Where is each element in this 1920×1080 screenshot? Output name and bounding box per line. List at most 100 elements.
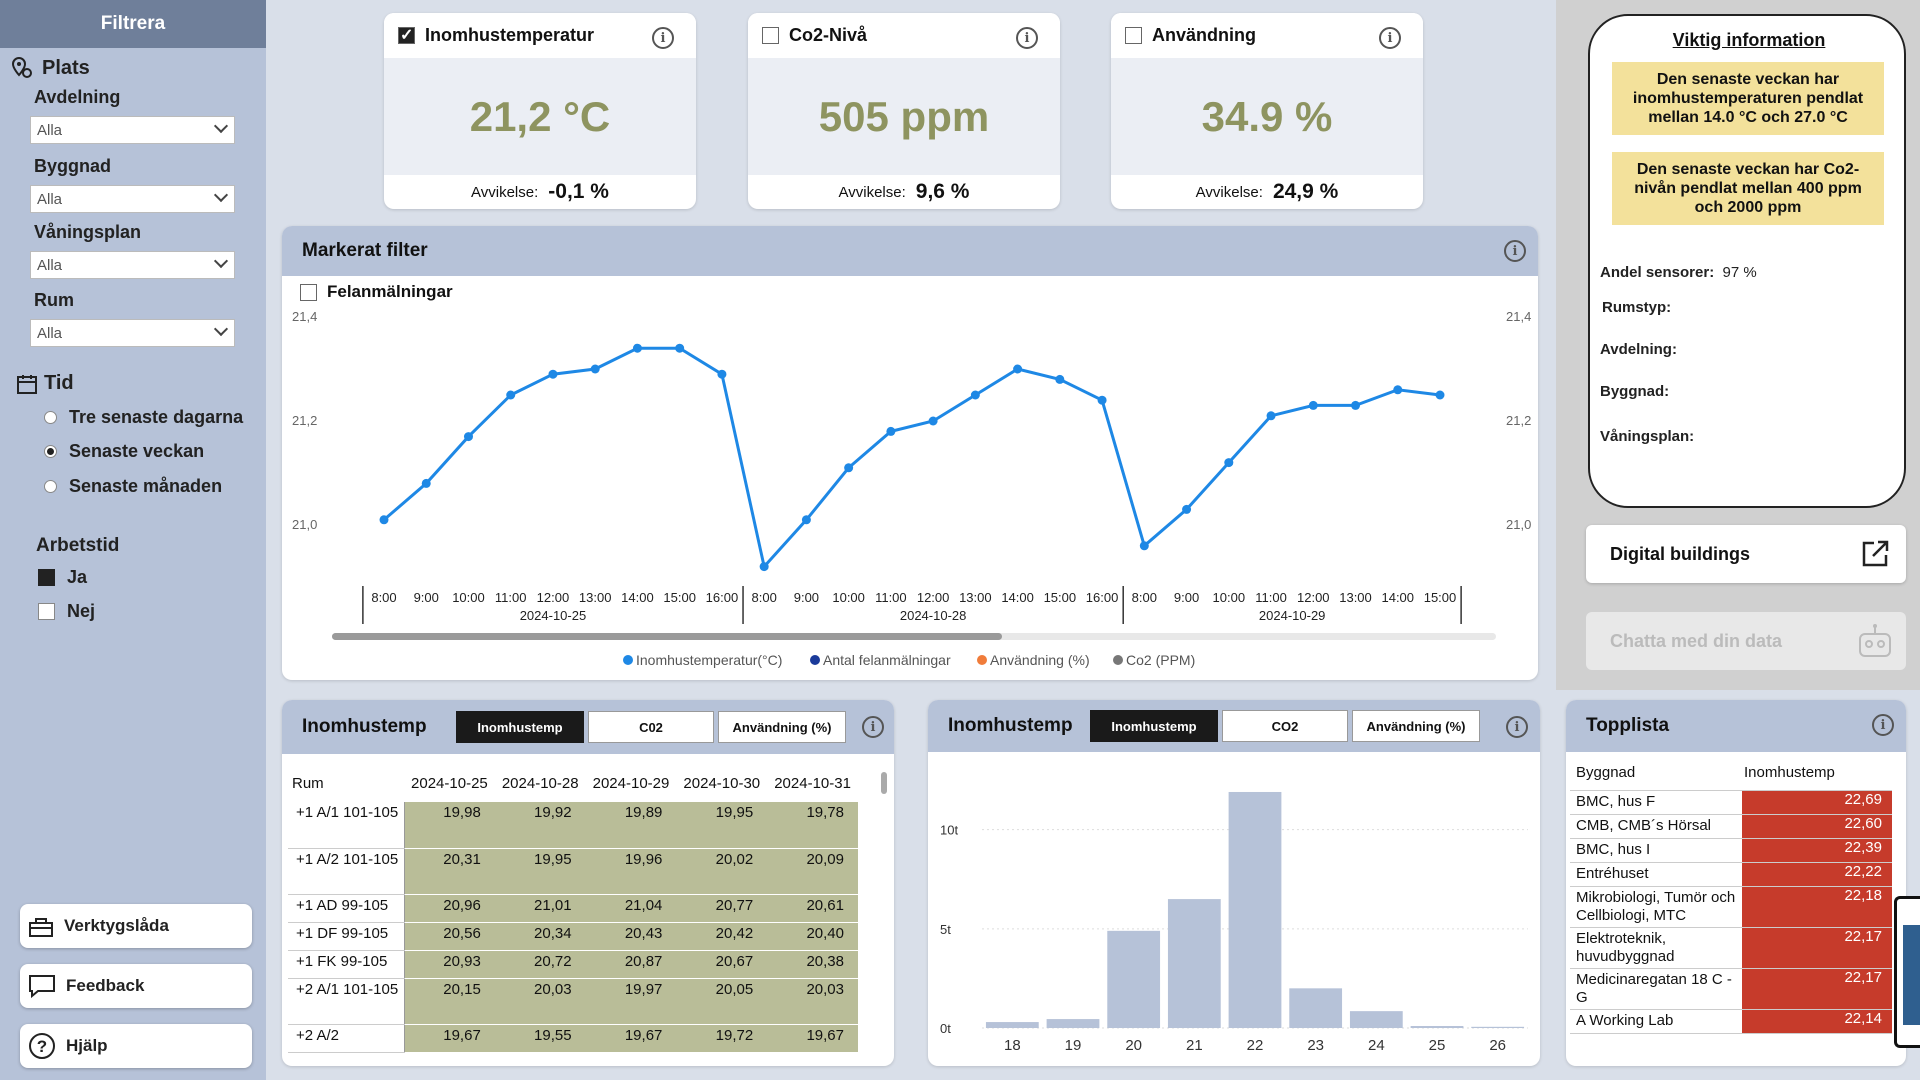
data-point[interactable] xyxy=(632,343,642,353)
kpi-checkbox[interactable] xyxy=(398,25,415,45)
info-icon[interactable]: i xyxy=(1016,27,1038,49)
column-header[interactable]: 2024-10-31 xyxy=(774,774,851,792)
chat-button[interactable]: Chatta med din data xyxy=(1586,612,1906,670)
toplist-row[interactable]: Mikrobiologi, Tumör och Cellbiologi, MTC… xyxy=(1570,886,1892,928)
tab-co2[interactable]: C02 xyxy=(588,711,714,743)
histogram-bar[interactable] xyxy=(1046,1019,1100,1028)
verktygslada-button[interactable]: Verktygslåda xyxy=(20,904,252,948)
table-row[interactable]: +1 A/2 101-105 20,31 19,95 19,96 20,02 20,09 xyxy=(288,848,858,895)
table-row[interactable]: +1 DF 99-105 20,56 20,34 20,43 20,42 20,40 xyxy=(288,922,858,951)
kpi-checkbox[interactable] xyxy=(1125,27,1142,44)
toplist-row[interactable]: BMC, hus I 22,39 xyxy=(1570,838,1892,863)
column-header[interactable]: 2024-10-30 xyxy=(683,774,761,792)
data-point[interactable] xyxy=(1182,504,1192,514)
data-point[interactable] xyxy=(590,364,600,374)
tab-inomhustemp[interactable]: Inomhustemp xyxy=(1090,710,1218,742)
hjalp-button[interactable]: ? Hjälp xyxy=(20,1024,252,1068)
toplist-column-header[interactable]: Byggnad xyxy=(1570,756,1742,791)
data-point[interactable] xyxy=(970,390,980,400)
vaningsplan-select[interactable]: Alla xyxy=(30,251,235,279)
info-icon[interactable]: i xyxy=(1379,27,1401,49)
kpi-card-temperature[interactable]: Inomhustemperatur i 21,2 °C Avvikelse: -0… xyxy=(384,13,696,209)
data-point[interactable] xyxy=(844,463,854,473)
kpi-checkbox[interactable] xyxy=(762,27,779,44)
data-point[interactable] xyxy=(506,390,516,400)
histogram-bar[interactable] xyxy=(1349,1011,1403,1028)
data-point[interactable] xyxy=(886,426,896,436)
histogram-bar[interactable] xyxy=(1167,899,1221,1028)
data-point[interactable] xyxy=(1266,411,1276,421)
table-row[interactable]: +2 A/1 101-105 20,15 20,03 19,97 20,05 20,03 xyxy=(288,978,858,1025)
tab-anvandning[interactable]: Användning (%) xyxy=(718,711,846,743)
data-point[interactable] xyxy=(759,562,769,572)
radio-senaste-veckan[interactable]: Senaste veckan xyxy=(44,441,204,462)
data-point[interactable] xyxy=(548,369,558,379)
data-point[interactable] xyxy=(1308,400,1318,410)
location-gear-icon xyxy=(11,56,32,78)
feedback-button[interactable]: Feedback xyxy=(20,964,252,1008)
table-row[interactable]: +1 AD 99-105 20,96 21,01 21,04 20,77 20,61 xyxy=(288,894,858,923)
side-handle[interactable] xyxy=(1894,896,1920,1048)
radio-tre-senaste[interactable]: Tre senaste dagarna xyxy=(44,407,243,428)
table-row[interactable]: +1 A/1 101-105 19,98 19,92 19,89 19,95 19,78 xyxy=(288,802,858,849)
radio-senaste-manaden[interactable]: Senaste månaden xyxy=(44,476,222,497)
tab-co2[interactable]: CO2 xyxy=(1222,710,1348,742)
table-scrollbar[interactable] xyxy=(881,772,887,794)
arbetstid-nej[interactable]: Nej xyxy=(38,601,95,622)
histogram-bar[interactable] xyxy=(1410,1026,1464,1028)
kpi-card-usage[interactable]: Användning i 34.9 % Avvikelse: 24,9 % xyxy=(1111,13,1423,209)
info-icon[interactable]: i xyxy=(1506,716,1528,738)
info-icon[interactable]: i xyxy=(1872,714,1894,736)
tab-inomhustemp[interactable]: Inomhustemp xyxy=(456,711,584,743)
data-point[interactable] xyxy=(1013,364,1023,374)
info-icon[interactable]: i xyxy=(1504,240,1526,262)
line-chart[interactable]: 21,4 21,4 21,2 21,2 21,0 21,0 8:00 9:00 10:00 11:… xyxy=(282,226,1538,680)
rum-select[interactable]: Alla xyxy=(30,319,235,347)
data-point[interactable] xyxy=(1435,390,1445,400)
histogram-bar[interactable] xyxy=(1289,988,1343,1028)
histogram-chart[interactable]: 0t 5t 10t 18 19 20 21 22 23 24 25 26 xyxy=(928,700,1540,1066)
toplist-row[interactable]: Entréhuset 22,22 xyxy=(1570,862,1892,887)
arbetstid-ja[interactable]: Ja xyxy=(38,567,87,588)
toplist-column-header[interactable]: Inomhustemp xyxy=(1742,756,1892,791)
histogram-bar[interactable] xyxy=(985,1022,1039,1028)
info-icon[interactable]: i xyxy=(862,716,884,738)
data-point[interactable] xyxy=(1139,541,1149,551)
byggnad-select[interactable]: Alla xyxy=(30,185,235,213)
chart-scroll-thumb[interactable] xyxy=(332,633,1002,640)
toplist-scroll[interactable]: Byggnad Inomhustemp BMC, hus F 22,69 CMB, CM… xyxy=(1570,756,1898,1056)
avdelning-select[interactable]: Alla xyxy=(30,116,235,144)
histogram-bar[interactable] xyxy=(1107,930,1161,1028)
info-icon[interactable]: i xyxy=(652,27,674,49)
felanmalningar-toggle[interactable]: Felanmälningar xyxy=(300,282,453,302)
data-point[interactable] xyxy=(463,432,473,442)
data-point[interactable] xyxy=(379,515,389,525)
column-header[interactable]: Rum xyxy=(292,774,324,792)
data-point[interactable] xyxy=(1097,395,1107,405)
table-scroll[interactable]: Rum 2024-10-25 2024-10-28 2024-10-29 2024-10… xyxy=(288,764,878,1062)
histogram-bar[interactable] xyxy=(1228,791,1282,1028)
toplist-row[interactable]: Elektroteknik, huvudbyggnad 22,17 xyxy=(1570,927,1892,969)
data-point[interactable] xyxy=(717,369,727,379)
kpi-card-co2[interactable]: Co2-Nivå i 505 ppm Avvikelse: 9,6 % xyxy=(748,13,1060,209)
data-point[interactable] xyxy=(801,515,811,525)
data-point[interactable] xyxy=(1055,374,1065,384)
toplist-row[interactable]: BMC, hus F 22,69 xyxy=(1570,790,1892,815)
histogram-bar[interactable] xyxy=(1471,1026,1525,1028)
column-header[interactable]: 2024-10-29 xyxy=(592,774,670,792)
tab-anvandning[interactable]: Användning (%) xyxy=(1352,710,1480,742)
column-header[interactable]: 2024-10-28 xyxy=(501,774,579,792)
column-header[interactable]: 2024-10-25 xyxy=(411,774,488,792)
table-row[interactable]: +2 A/2 19,67 19,55 19,67 19,72 19,67 xyxy=(288,1024,858,1053)
data-point[interactable] xyxy=(1224,458,1234,468)
data-point[interactable] xyxy=(675,343,685,353)
table-row[interactable]: +1 FK 99-105 20,93 20,72 20,87 20,67 20,38 xyxy=(288,950,858,979)
digital-buildings-link[interactable]: Digital buildings xyxy=(1586,525,1906,583)
data-point[interactable] xyxy=(1351,400,1361,410)
toplist-row[interactable]: A Working Lab 22,14 xyxy=(1570,1009,1892,1034)
toplist-row[interactable]: Medicinaregatan 18 C - G 22,17 xyxy=(1570,968,1892,1010)
data-point[interactable] xyxy=(421,478,431,488)
data-point[interactable] xyxy=(928,416,938,426)
data-point[interactable] xyxy=(1393,385,1403,395)
toplist-row[interactable]: CMB, CMB´s Hörsal 22,60 xyxy=(1570,814,1892,839)
